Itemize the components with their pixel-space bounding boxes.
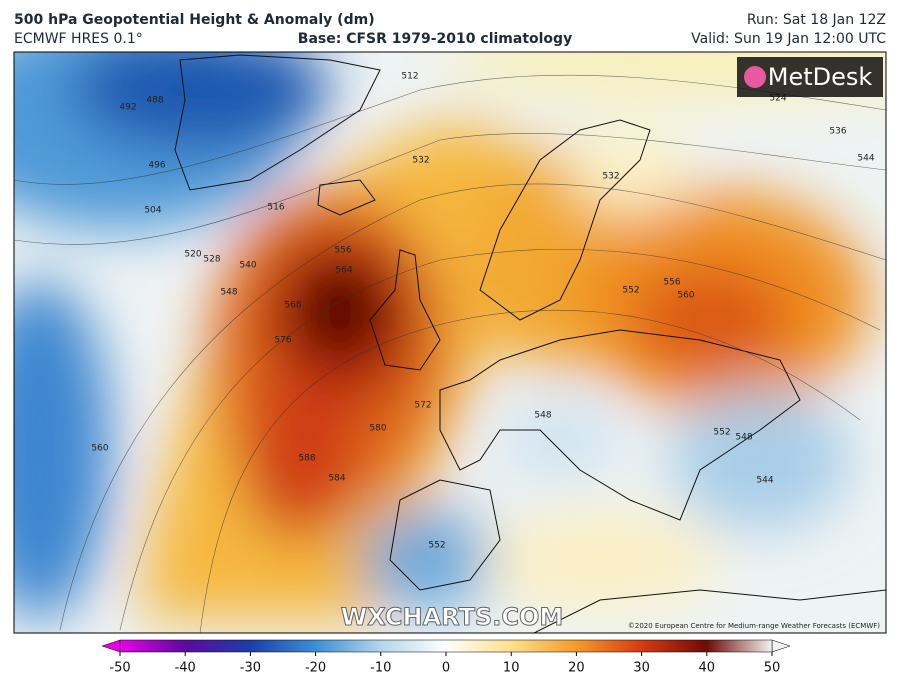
- colorbar-tick-label: -10: [370, 661, 391, 676]
- contour-label: 528: [203, 255, 220, 265]
- colorbar-tick-label: 0: [442, 661, 450, 676]
- colorbar-tick-label: -40: [175, 661, 196, 676]
- map: 512 524 536 544 532 516 520 528 540 548 556 564 568 5…: [14, 52, 886, 633]
- contour-label: 524: [769, 94, 786, 104]
- contour-label: 544: [756, 476, 773, 486]
- contour-label: 572: [414, 401, 431, 411]
- contour-label: 536: [829, 127, 846, 137]
- contour-label: 532: [412, 156, 429, 166]
- colorbar-tick-label: 50: [764, 661, 781, 676]
- contour-label: 556: [334, 246, 351, 256]
- contour-label: 584: [328, 474, 345, 484]
- contour-label: 540: [239, 261, 256, 271]
- colorbar-tick-label: 20: [568, 661, 585, 676]
- colorbar-tick-label: 40: [699, 661, 716, 676]
- contour-label: 516: [267, 203, 284, 213]
- contour-label: 532: [602, 172, 619, 182]
- contour-label: 512: [401, 72, 418, 82]
- contour-label: 544: [857, 154, 874, 164]
- colorbar-tick-label: -30: [240, 661, 261, 676]
- contour-label: 576: [274, 336, 291, 346]
- colorbar-high-arrow: [771, 639, 791, 653]
- contour-label: 556: [663, 278, 680, 288]
- colorbar-tick-label: 30: [633, 661, 650, 676]
- contour-label: 560: [677, 291, 694, 301]
- logo: MetDesk: [768, 63, 873, 91]
- colorbar-tick-label: -50: [109, 661, 130, 676]
- map-frame: [13, 51, 887, 634]
- contour-label: 548: [735, 433, 752, 443]
- contour-label: 552: [428, 541, 445, 551]
- contour-label: 588: [298, 454, 315, 464]
- contour-label: 504: [144, 206, 161, 216]
- contour-label: 568: [284, 301, 301, 311]
- contour-label: 548: [220, 288, 237, 298]
- contour-label: 496: [148, 161, 165, 171]
- contour-label: 560: [91, 444, 108, 454]
- contour-label: 492: [119, 103, 136, 113]
- run: Run: Sat 18 Jan 12Z: [747, 12, 886, 28]
- contour-label: 520: [184, 250, 201, 260]
- base: Base: CFSR 1979-2010 climatology: [298, 31, 572, 47]
- model: ECMWF HRES 0.1°: [14, 31, 143, 47]
- valid: Valid: Sun 19 Jan 12:00 UTC: [691, 31, 886, 47]
- colorbar: [119, 639, 773, 653]
- contour-label: 552: [713, 428, 730, 438]
- colorbar-tick-label: 10: [503, 661, 520, 676]
- contour-label: 580: [369, 424, 386, 434]
- contour-label: 564: [335, 266, 352, 276]
- colorbar-low-arrow: [101, 639, 121, 653]
- contour-label: 488: [146, 96, 163, 106]
- contour-label: 548: [534, 411, 551, 421]
- title: 500 hPa Geopotential Height & Anomaly (d…: [14, 12, 375, 28]
- copyright: ©2020 European Centre for Medium-range W…: [628, 622, 880, 630]
- colorbar-tick-label: -20: [305, 661, 326, 676]
- watermark: WXCHARTS.COM: [341, 603, 563, 631]
- contour-label: 552: [622, 286, 639, 296]
